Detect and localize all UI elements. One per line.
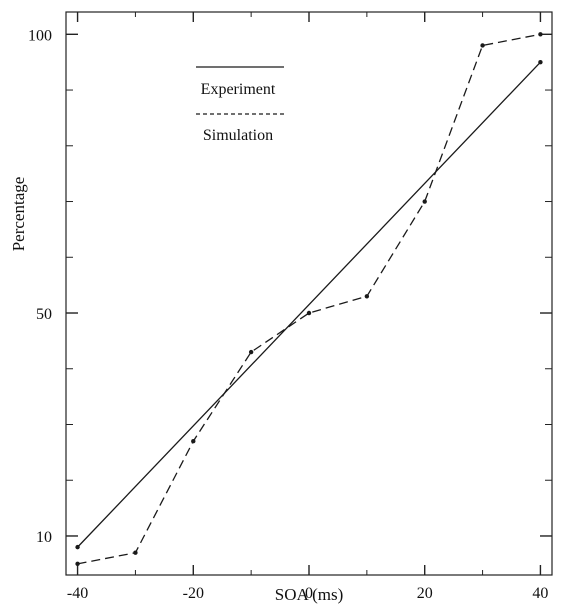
x-tick-labels: -40 -20 0 20 40 <box>67 585 549 602</box>
data-point-experiment <box>538 59 543 65</box>
series-line-simulation <box>77 33 541 565</box>
x-axis-label: SOA (ms) <box>275 585 343 604</box>
tick-marks <box>66 12 552 575</box>
x-tick-label: -40 <box>67 585 88 602</box>
data-point-simulation <box>480 43 485 48</box>
x-tick-label: 20 <box>417 585 433 602</box>
legend-label-simulation: Simulation <box>203 127 273 144</box>
x-tick-label: 0 <box>305 585 313 602</box>
x-tick-label: -20 <box>183 585 204 602</box>
data-point-simulation <box>248 349 254 355</box>
y-tick-label: 100 <box>28 27 52 44</box>
legend-label-experiment: Experiment <box>201 81 276 98</box>
y-axis-label: Percentage <box>9 177 28 252</box>
data-point-experiment <box>75 544 80 550</box>
y-tick-labels: 10 50 100 <box>28 27 52 546</box>
data-point-simulation <box>133 550 138 555</box>
legend: Experiment Simulation <box>196 66 284 144</box>
series-group <box>75 32 543 567</box>
x-tick-label: 40 <box>532 585 548 602</box>
series-line-experiment <box>77 61 541 548</box>
y-tick-label: 10 <box>36 529 52 546</box>
data-point-simulation <box>306 310 312 316</box>
data-point-simulation <box>364 294 370 299</box>
data-point-simulation <box>422 199 427 204</box>
data-point-simulation <box>191 439 196 444</box>
data-point-simulation <box>75 561 80 567</box>
plot-frame <box>65 11 553 576</box>
data-point-simulation <box>538 32 543 37</box>
y-tick-label: 50 <box>36 306 52 323</box>
